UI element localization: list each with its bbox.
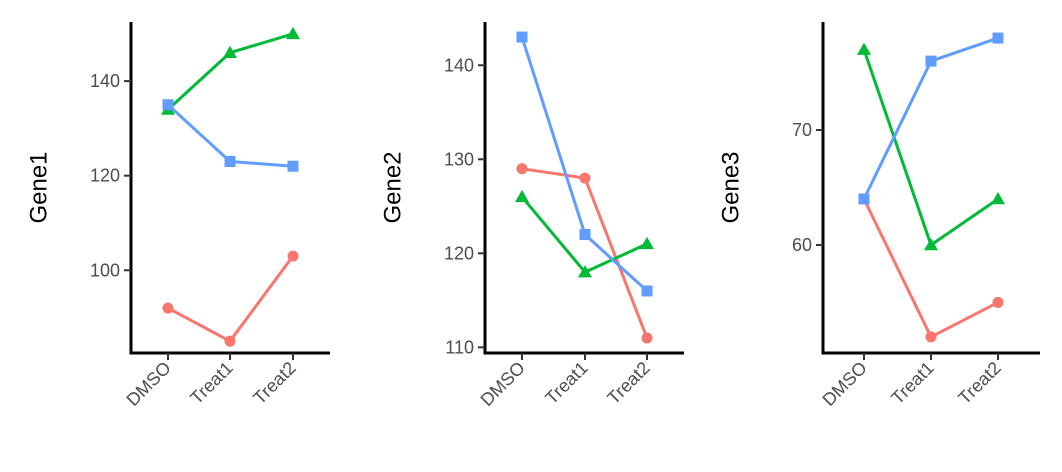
y-axis-title: Gene1 [26, 151, 53, 223]
series-line-triangle [862, 49, 999, 247]
x-tick-label: Treat2 [954, 358, 1004, 408]
y-tick-label: 70 [792, 120, 812, 140]
x-tick-label: Treat1 [186, 358, 236, 408]
x-tick-label: Treat2 [249, 358, 299, 408]
x-tick-label: Treat1 [541, 358, 591, 408]
x-tick-label: DMSO [477, 358, 529, 410]
data-point-circle [516, 163, 528, 175]
data-point-circle [641, 332, 653, 344]
chart-panel-2: 110 120 130 140 DMSO Treat1 Treat2 Gene2 [380, 22, 684, 410]
data-point-circle [579, 172, 591, 184]
data-point-circle [992, 296, 1004, 308]
data-point-circle [925, 331, 937, 343]
data-point-triangle [515, 189, 529, 203]
x-tick-label: DMSO [819, 358, 871, 410]
y-tick-label: 110 [445, 337, 474, 357]
data-point-circle [287, 250, 299, 262]
data-point-triangle [223, 45, 237, 58]
x-tick-label: Treat2 [603, 358, 653, 408]
data-point-square [925, 55, 937, 67]
series-line-triangle [166, 32, 294, 111]
data-point-triangle [857, 42, 871, 55]
y-tick-label: 130 [444, 149, 474, 169]
y-tick-label: 120 [90, 166, 120, 186]
series-line-circle [862, 198, 999, 339]
data-point-triangle [578, 265, 592, 278]
x-tick-label: DMSO [123, 358, 175, 410]
data-point-square [287, 160, 299, 172]
y-tick-label: 140 [444, 55, 474, 75]
data-point-square [992, 32, 1004, 44]
chart-panel-1: 100 120 140 DMSO Treat1 Treat2 Gene1 [26, 22, 330, 410]
data-point-triangle [991, 191, 1005, 205]
data-point-square [516, 31, 528, 43]
data-point-square [858, 193, 870, 205]
data-point-triangle [640, 236, 654, 250]
data-point-circle [224, 335, 236, 347]
data-point-square [162, 99, 174, 111]
data-point-circle [162, 302, 174, 314]
data-point-square [224, 155, 236, 167]
data-point-square [641, 285, 653, 297]
data-point-triangle [286, 26, 300, 40]
y-tick-label: 100 [90, 260, 120, 280]
y-axis-title: Gene2 [380, 151, 407, 223]
x-tick-label: Treat1 [887, 358, 937, 408]
y-axis-title: Gene3 [718, 151, 745, 223]
chart-panel-3: 60 70 DMSO Treat1 Treat2 Gene3 [718, 22, 1040, 410]
y-tick-label: 60 [792, 235, 812, 255]
y-tick-label: 120 [444, 243, 474, 263]
data-point-square [579, 229, 591, 241]
y-tick-label: 140 [90, 71, 120, 91]
series-line-circle [167, 255, 295, 343]
data-point-triangle [924, 237, 938, 251]
